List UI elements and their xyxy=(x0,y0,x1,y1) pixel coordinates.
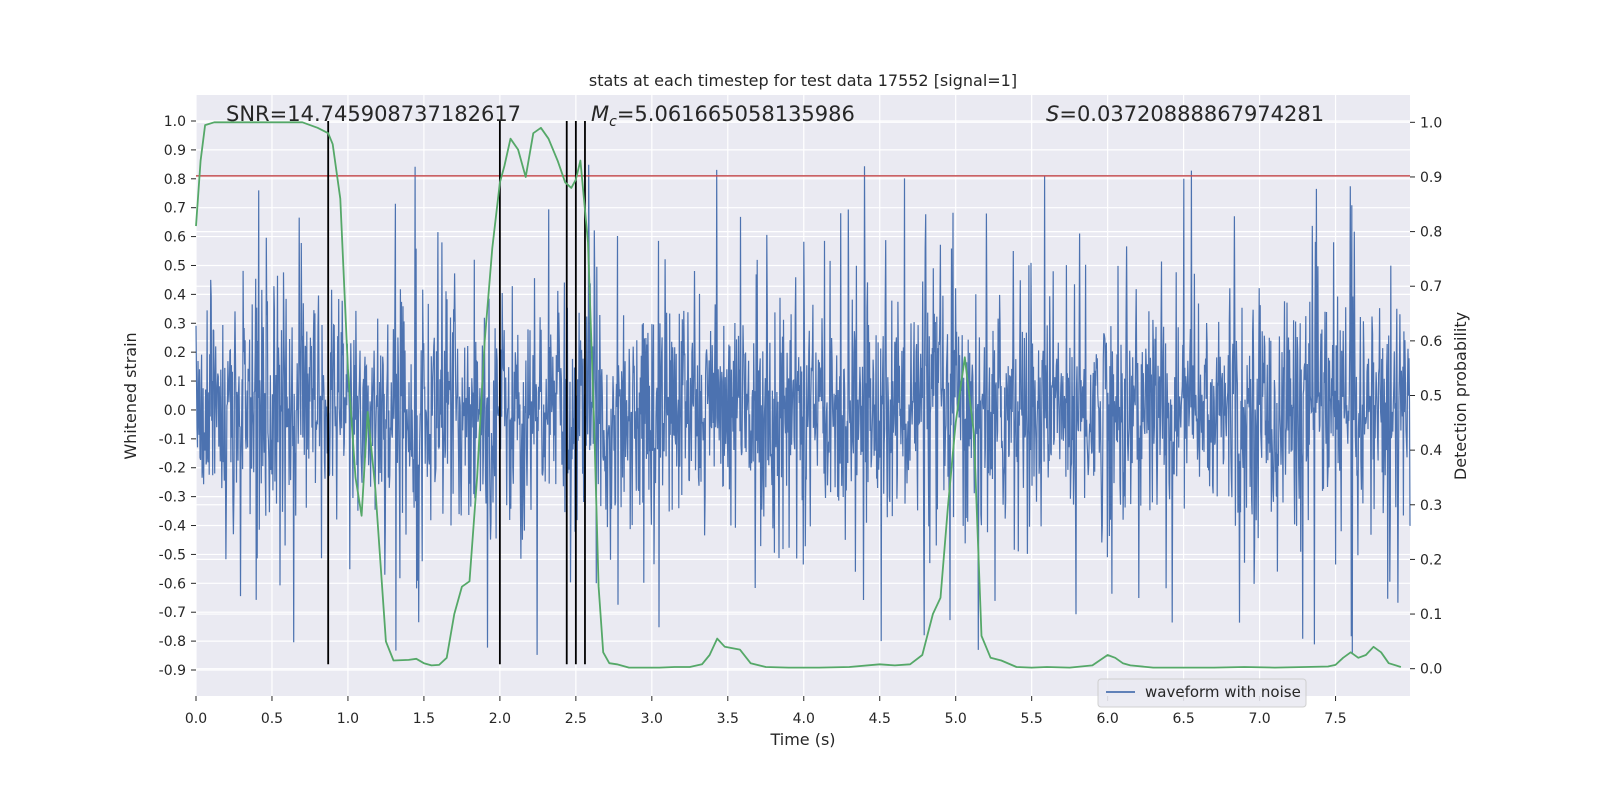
x-tick-label: 2.0 xyxy=(489,711,511,727)
s-symbol: S xyxy=(1046,102,1059,126)
y-tick-label-left: -0.3 xyxy=(159,490,186,506)
x-tick-label: 1.0 xyxy=(337,711,359,727)
y-tick-label-right: 0.1 xyxy=(1420,607,1442,623)
y-tick-label-left: -0.8 xyxy=(159,634,186,650)
y-axis-label-right: Detection probability xyxy=(1451,312,1470,480)
y-tick-label-right: 0.0 xyxy=(1420,662,1442,678)
y-tick-label-left: 0.6 xyxy=(164,230,186,246)
x-tick-label: 5.5 xyxy=(1021,711,1043,727)
chirp-mass-symbol: M xyxy=(591,102,609,126)
y-tick-label-right: 0.6 xyxy=(1420,334,1442,350)
y-tick-label-left: -0.1 xyxy=(159,432,186,448)
chirp-mass-subscript: c xyxy=(609,114,617,130)
y-tick-label-right: 0.2 xyxy=(1420,552,1442,568)
x-tick-label: 6.0 xyxy=(1097,711,1119,727)
chirp-mass-annotation: Mc=5.061665058135986 xyxy=(591,102,855,130)
y-tick-label-left: -0.7 xyxy=(159,605,186,621)
y-tick-label-left: 0.4 xyxy=(164,287,186,303)
y-tick-label-left: -0.9 xyxy=(159,663,186,679)
chart-title: stats at each timestep for test data 175… xyxy=(589,71,1017,90)
y-tick-label-left: -0.2 xyxy=(159,461,186,477)
overlays xyxy=(195,121,1410,669)
x-axis-label: Time (s) xyxy=(769,730,835,749)
y-tick-label-left: -0.5 xyxy=(159,547,186,563)
x-tick-label: 7.5 xyxy=(1324,711,1346,727)
x-tick-label: 2.5 xyxy=(565,711,587,727)
y-tick-label-left: 0.5 xyxy=(164,258,186,274)
legend-label: waveform with noise xyxy=(1145,683,1301,701)
legend: waveform with noise xyxy=(1097,678,1307,708)
x-tick-label: 3.0 xyxy=(641,711,663,727)
y-tick-label-right: 0.5 xyxy=(1420,389,1442,405)
x-tick-label: 6.5 xyxy=(1172,711,1194,727)
x-tick-label: 7.0 xyxy=(1248,711,1270,727)
y-tick-label-right: 0.9 xyxy=(1420,170,1442,186)
x-tick-label: 4.5 xyxy=(869,711,891,727)
y-tick-label-right: 0.3 xyxy=(1420,498,1442,514)
s-annotation: S=0.03720888867974281 xyxy=(1046,102,1324,126)
x-tick-label: 0.0 xyxy=(185,711,207,727)
chirp-mass-value: =5.061665058135986 xyxy=(617,102,855,126)
snr-annotation: SNR=14.745908737182617 xyxy=(226,102,521,126)
legend-box xyxy=(1097,678,1307,708)
x-tick-label: 3.5 xyxy=(717,711,739,727)
y-tick-label-left: 0.7 xyxy=(164,201,186,217)
x-tick-label: 1.5 xyxy=(413,711,435,727)
y-tick-label-left: 0.1 xyxy=(164,374,186,390)
y-axis-label-left: Whitened strain xyxy=(121,332,140,459)
y-tick-label-left: 0.3 xyxy=(164,316,186,332)
y-tick-label-right: 0.8 xyxy=(1420,225,1442,241)
y-tick-label-left: -0.4 xyxy=(159,519,186,535)
s-value: =0.03720888867974281 xyxy=(1059,102,1324,126)
y-tick-label-left: 0.0 xyxy=(164,403,186,419)
detection-probability-line xyxy=(195,121,1402,669)
y-tick-label-left: 0.8 xyxy=(164,172,186,188)
x-ticks: 0.0 0.5 1.0 1.5 2.0 2.5 3.0 3.5 4.0 4.5 5.0 5.5 6.0 6… xyxy=(185,696,1347,727)
waveform-with-noise-series xyxy=(195,164,1411,655)
y-tick-label-left: 0.2 xyxy=(164,345,186,361)
y-tick-label-right: 0.7 xyxy=(1420,279,1442,295)
x-tick-label: 4.0 xyxy=(793,711,815,727)
x-tick-label: 0.5 xyxy=(261,711,283,727)
y-tick-label-left: -0.6 xyxy=(159,576,186,592)
y-tick-label-right: 1.0 xyxy=(1420,115,1442,131)
waveform-with-noise-line xyxy=(195,164,1411,655)
y-tick-label-right: 0.4 xyxy=(1420,443,1442,459)
y-tick-label-left: 1.0 xyxy=(164,114,186,130)
y-ticks-left: 1.0 0.9 0.8 0.7 0.6 0.5 0.4 0.3 0.2 0.1 0.0 -0.1 -0.… xyxy=(159,114,196,679)
y-ticks-right: 1.0 0.9 0.8 0.7 0.6 0.5 0.4 0.3 0.2 0.1 0.0 xyxy=(1410,115,1442,678)
x-tick-label: 5.0 xyxy=(945,711,967,727)
y-tick-label-left: 0.9 xyxy=(164,143,186,159)
